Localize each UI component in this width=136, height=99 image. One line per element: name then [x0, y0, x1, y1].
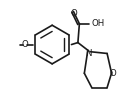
Text: O: O: [22, 40, 28, 49]
Text: OH: OH: [92, 19, 105, 28]
Text: O: O: [110, 69, 116, 78]
Text: O: O: [70, 9, 77, 18]
Text: N: N: [86, 49, 92, 58]
